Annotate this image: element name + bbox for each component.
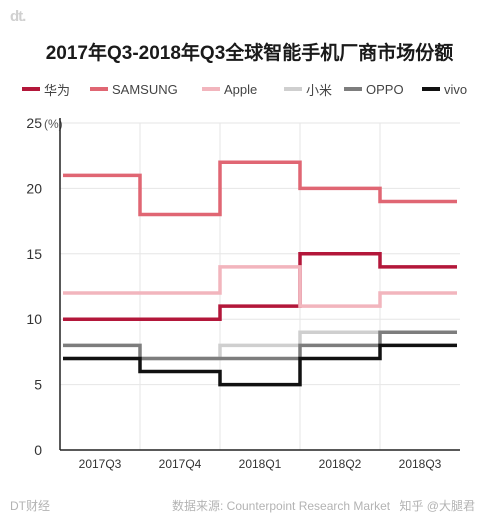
- source-text: 数据来源: Counterpoint Research Market: [172, 499, 391, 513]
- legend-item-2: Apple: [202, 80, 257, 98]
- legend-item-5: vivo: [422, 80, 467, 98]
- legend-item-0: 华为: [22, 80, 70, 98]
- legend-label-5: vivo: [444, 81, 468, 97]
- series-line-2: [63, 265, 457, 308]
- legend-label-1: SAMSUNG: [112, 81, 178, 97]
- axes: 0 5 10 15 20 25 (%) 2017Q3 2017Q4 2018Q1 2018Q2 201…: [26, 115, 460, 471]
- legend-item-4: OPPO: [344, 80, 404, 98]
- y-tick-label-15: 15: [26, 246, 42, 262]
- x-tick-label-3: 2018Q2: [319, 457, 362, 471]
- x-tick-label-0: 2017Q3: [79, 457, 122, 471]
- series-line-0: [63, 252, 457, 321]
- x-tick-label-2: 2018Q1: [239, 457, 282, 471]
- y-tick-label-0: 0: [34, 442, 42, 458]
- legend-swatch-0: [22, 87, 40, 91]
- x-tick-label-4: 2018Q3: [399, 457, 442, 471]
- chart-title: 2017年Q3-2018年Q3全球智能手机厂商市场份额: [45, 43, 454, 64]
- watermark-text: 知乎 @大腿君: [399, 499, 475, 513]
- legend: 华为 SAMSUNG Apple 小米 OPPO vivo: [22, 80, 492, 98]
- legend-label-0: 华为: [44, 82, 71, 98]
- y-tick-label-5: 5: [34, 377, 42, 393]
- legend-swatch-1: [90, 87, 108, 91]
- legend-item-3: 小米: [284, 80, 332, 98]
- y-tick-label-10: 10: [26, 311, 42, 327]
- y-axis-unit: (%): [44, 117, 63, 131]
- series-line-5: [63, 343, 457, 387]
- brand-logo: dt.: [10, 8, 26, 25]
- legend-label-2: Apple: [224, 81, 258, 97]
- y-tick-label-25: 25: [26, 115, 42, 131]
- legend-label-4: OPPO: [366, 81, 404, 97]
- legend-swatch-5: [422, 87, 440, 91]
- footer-brand: DT财经: [10, 499, 50, 513]
- series-line-1: [63, 160, 457, 217]
- gridlines: [60, 122, 460, 450]
- legend-swatch-2: [202, 87, 220, 91]
- footer-source: 数据来源: Counterpoint Research Market 知乎 @大…: [172, 497, 475, 514]
- legend-item-1: SAMSUNG: [90, 80, 178, 98]
- x-tick-label-1: 2017Q4: [159, 457, 202, 471]
- legend-label-3: 小米: [306, 82, 333, 98]
- y-tick-label-20: 20: [26, 180, 42, 196]
- series-lines: [63, 160, 457, 387]
- legend-swatch-4: [344, 87, 362, 91]
- legend-swatch-3: [284, 87, 302, 91]
